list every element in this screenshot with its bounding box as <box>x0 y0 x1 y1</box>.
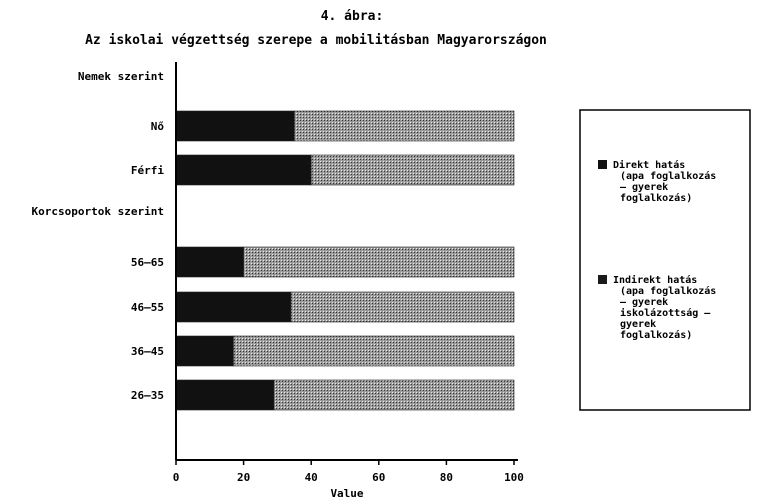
legend-text-line: Indirekt hatás <box>613 274 697 286</box>
bar-indirect <box>243 246 515 278</box>
legend-text-line: gyerek <box>620 319 656 330</box>
legend-text-line: — gyerek <box>620 182 668 193</box>
legend-text-line: (apa foglalkozás <box>620 170 716 182</box>
legend-text-line: foglalkozás) <box>620 192 692 204</box>
chart-title-line1: 4. ábra: <box>321 9 384 24</box>
x-tick-label: 40 <box>305 471 318 484</box>
legend-text-line: (apa foglalkozás <box>620 285 716 297</box>
group-label: Korcsoportok szerint <box>32 205 164 218</box>
legend-swatch <box>598 275 607 284</box>
legend-box <box>579 109 751 411</box>
chart-title-line2: Az iskolai végzettség szerepe a mobilitá… <box>85 33 547 48</box>
category-labels: Nő Férfi 56–65 46–55 36–45 26–35 <box>131 120 164 402</box>
category-label: 26–35 <box>131 389 164 402</box>
category-label: 36–45 <box>131 345 164 358</box>
category-label: Férfi <box>131 164 164 177</box>
bar-indirect <box>310 154 515 186</box>
legend: Direkt hatás(apa foglalkozás— gyerekfogl… <box>579 109 751 411</box>
category-label: 46–55 <box>131 301 164 314</box>
legend-swatch <box>598 160 607 169</box>
category-label: 56–65 <box>131 256 164 269</box>
legend-text-line: foglalkozás) <box>620 329 692 341</box>
bar-indirect <box>273 379 515 411</box>
bar-indirect <box>290 291 515 323</box>
bar-indirect <box>293 110 515 142</box>
bars <box>175 110 515 411</box>
group-label: Nemek szerint <box>78 70 164 83</box>
legend-text-line: — gyerek <box>620 297 668 308</box>
x-axis-label: Value <box>330 487 363 500</box>
x-tick-label: 80 <box>440 471 453 484</box>
x-tick-label: 20 <box>237 471 250 484</box>
legend-items: Direkt hatás(apa foglalkozás— gyerekfogl… <box>598 159 716 341</box>
group-labels: Nemek szerint Korcsoportok szerint <box>32 70 164 218</box>
x-ticks: 0 20 40 60 80 100 <box>173 460 524 484</box>
bar-direct <box>175 379 275 411</box>
bar-direct <box>175 335 234 367</box>
category-label: Nő <box>151 120 165 133</box>
x-tick-label: 0 <box>173 471 180 484</box>
legend-text-line: Direkt hatás <box>613 159 685 171</box>
x-tick-label: 60 <box>372 471 385 484</box>
bar-direct <box>175 291 292 323</box>
x-tick-label: 100 <box>504 471 524 484</box>
bar-direct <box>175 154 312 186</box>
bar-direct <box>175 110 295 142</box>
bar-indirect <box>233 335 515 367</box>
legend-text-line: iskolázottság — <box>620 307 711 319</box>
bar-direct <box>175 246 244 278</box>
